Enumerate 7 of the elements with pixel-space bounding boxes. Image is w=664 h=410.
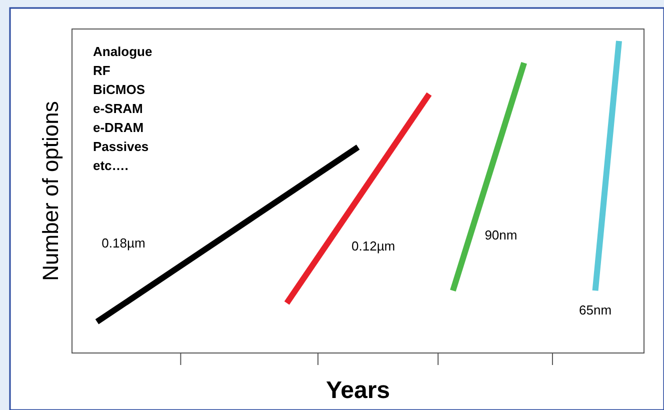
series-label: 65nm — [579, 302, 612, 318]
series-label: 90nm — [484, 228, 518, 243]
series-label: 0.12µm — [352, 238, 396, 254]
y-axis-title: Number of options — [38, 101, 63, 281]
text: 0.18µm — [102, 235, 146, 250]
annotation: Analogue RF BiCMOS e-SRAM e-DRAM Passives etc…. — [93, 44, 152, 173]
x-axis-title: Years — [326, 377, 390, 404]
